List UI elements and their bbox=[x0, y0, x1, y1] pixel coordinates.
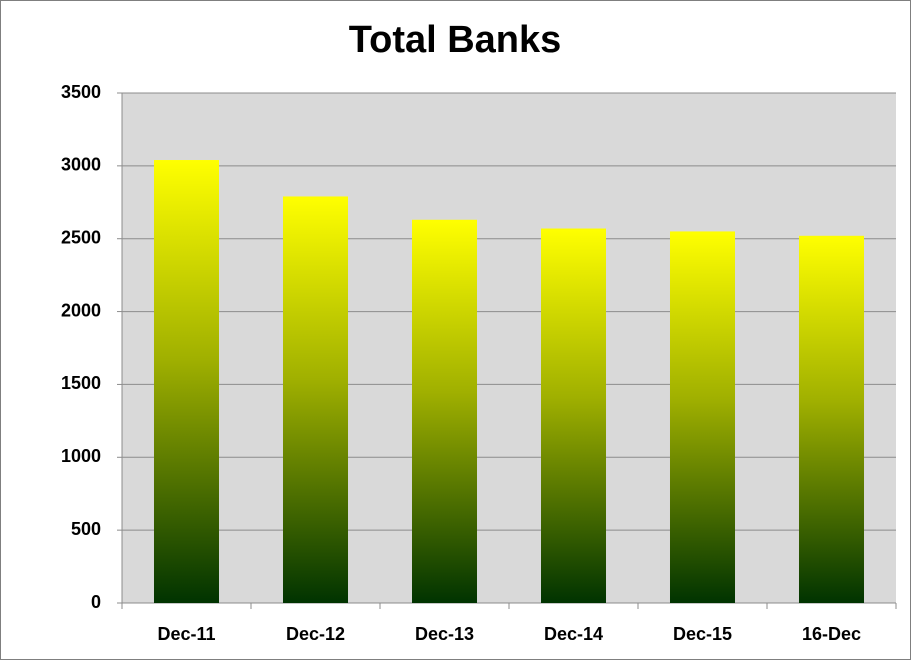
x-tick-label: Dec-11 bbox=[157, 624, 215, 644]
y-tick-label: 500 bbox=[71, 519, 101, 539]
y-tick-label: 0 bbox=[91, 592, 101, 612]
y-tick-label: 3000 bbox=[61, 155, 101, 175]
chart-title: Total Banks bbox=[349, 19, 562, 61]
x-tick-label: Dec-13 bbox=[415, 624, 474, 644]
x-tick-label: Dec-14 bbox=[544, 624, 603, 644]
x-tick-label: 16-Dec bbox=[802, 624, 861, 644]
bar bbox=[282, 196, 349, 603]
y-tick-label: 3500 bbox=[61, 82, 101, 102]
x-tick-label: Dec-15 bbox=[673, 624, 732, 644]
plot-area bbox=[122, 93, 896, 603]
bar bbox=[798, 235, 865, 604]
y-tick-label: 1500 bbox=[61, 373, 101, 393]
y-tick-label: 2000 bbox=[61, 300, 101, 320]
bar bbox=[153, 160, 220, 603]
x-tick-label: Dec-12 bbox=[286, 624, 345, 644]
bar bbox=[540, 228, 607, 603]
bar bbox=[669, 231, 736, 603]
bar bbox=[411, 219, 478, 603]
y-tick-label: 2500 bbox=[61, 227, 101, 247]
y-tick-label: 1000 bbox=[61, 446, 101, 466]
